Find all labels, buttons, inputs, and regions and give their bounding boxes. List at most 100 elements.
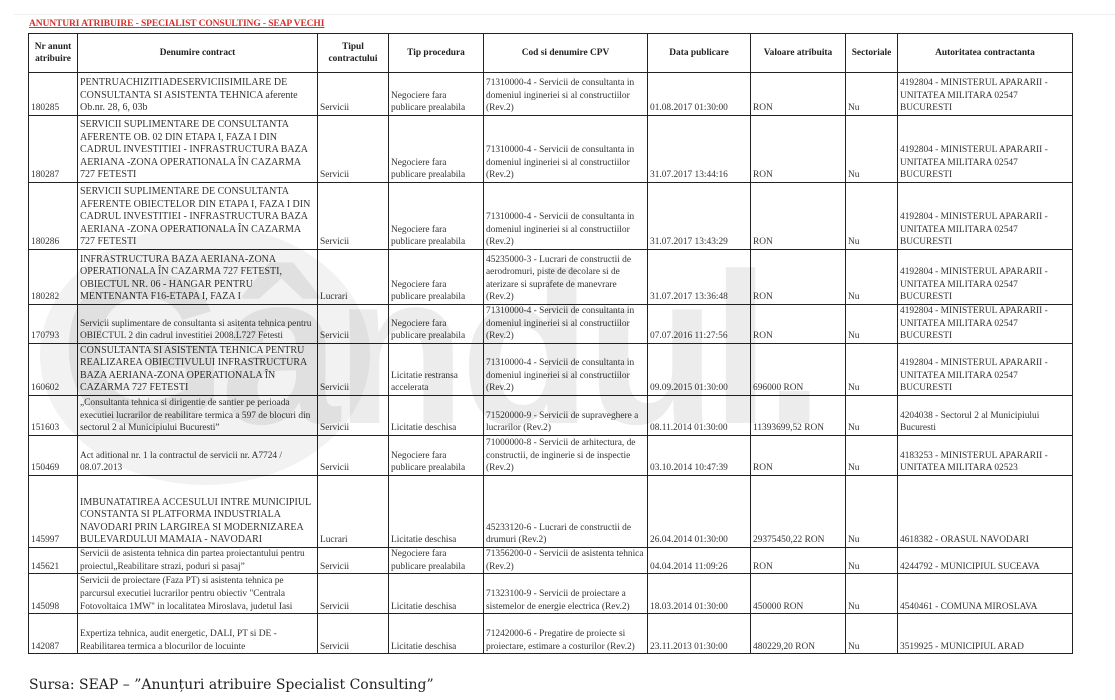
cell-cpv: 45235000-3 - Lucrari de constructii de a… xyxy=(483,249,648,305)
cell-procedura: Negociere fara publicare prealabila xyxy=(388,249,484,305)
cell-autoritate: 4618382 - ORASUL NAVODARI xyxy=(897,475,1073,548)
cell-valoare: 29375450,22 RON xyxy=(750,475,846,548)
cell-valoare: RON xyxy=(750,249,846,305)
cell-data: 09.09.2015 01:30:00 xyxy=(647,343,751,396)
cell-procedura: Negociere fara publicare prealabila xyxy=(388,546,484,575)
table-row: 180287 SERVICII SUPLIMENTARE DE CONSULTAN… xyxy=(28,115,1073,183)
cell-autoritate: 4192804 - MINISTERUL APARARII - UNITATEA… xyxy=(897,249,1073,305)
cell-denumire: SERVICII SUPLIMENTARE DE CONSULTANTA AFE… xyxy=(77,182,318,250)
cell-sectoriale: Nu xyxy=(845,249,898,305)
cell-sectoriale: Nu xyxy=(845,613,898,655)
cell-nr: 145997 xyxy=(28,475,78,548)
cell-procedura: Negociere fara publicare prealabila xyxy=(388,115,484,183)
cell-valoare: RON xyxy=(750,72,846,116)
table-row: 150469 Act aditional nr. 1 la contractul … xyxy=(28,435,1073,476)
cell-valoare: RON xyxy=(750,182,846,250)
cell-procedura: Licitatie deschisa xyxy=(388,573,484,615)
column-header: Tip procedura xyxy=(388,33,484,73)
cell-tip: Servicii xyxy=(317,573,389,615)
cell-nr: 180287 xyxy=(28,115,78,183)
cell-procedura: Licitatie deschisa xyxy=(388,613,484,655)
cell-tip: Servicii xyxy=(317,304,389,344)
cell-autoritate: 4183253 - MINISTERUL APARARII - UNITATEA… xyxy=(897,435,1073,476)
cell-denumire: „Consultanta tehnica si dirigentie de sa… xyxy=(77,395,318,436)
cell-valoare: 450000 RON xyxy=(750,573,846,615)
table-row: 145997 IMBUNATATIREA ACCESULUI INTRE MUNI… xyxy=(28,475,1073,548)
cell-denumire: Servicii suplimentare de consultanta si … xyxy=(77,304,318,344)
cell-nr: 151603 xyxy=(28,395,78,436)
cell-autoritate: 4192804 - MINISTERUL APARARII - UNITATEA… xyxy=(897,343,1073,396)
cell-nr: 180282 xyxy=(28,249,78,305)
cell-denumire: Act aditional nr. 1 la contractul de ser… xyxy=(77,435,318,476)
cell-data: 31.07.2017 13:36:48 xyxy=(647,249,751,305)
cell-denumire: Servicii de asistenta tehnica din partea… xyxy=(77,546,318,575)
cell-procedura: Negociere fara publicare prealabila xyxy=(388,182,484,250)
cell-valoare: RON xyxy=(750,546,846,575)
column-header: Tipul contractului xyxy=(317,33,389,73)
cell-valoare: 480229,20 RON xyxy=(750,613,846,655)
cell-cpv: 71323100-9 - Servicii de proiectare a si… xyxy=(483,573,648,615)
cell-cpv: 71310000-4 - Servicii de consultanta in … xyxy=(483,343,648,396)
cell-tip: Lucrari xyxy=(317,475,389,548)
divider xyxy=(14,14,1115,15)
cell-autoritate: 4192804 - MINISTERUL APARARII - UNITATEA… xyxy=(897,72,1073,116)
cell-nr: 170793 xyxy=(28,304,78,344)
cell-tip: Servicii xyxy=(317,435,389,476)
cell-cpv: 71520000-9 - Servicii de supraveghere a … xyxy=(483,395,648,436)
column-header: Denumire contract xyxy=(77,33,318,73)
cell-procedura: Negociere fara publicare prealabila xyxy=(388,304,484,344)
cell-valoare: 11393699,52 RON xyxy=(750,395,846,436)
cell-nr: 180286 xyxy=(28,182,78,250)
cell-data: 07.07.2016 11:27:56 xyxy=(647,304,751,344)
cell-nr: 142087 xyxy=(28,613,78,655)
cell-data: 08.11.2014 01:30:00 xyxy=(647,395,751,436)
table-row: 151603 „Consultanta tehnica si dirigentie… xyxy=(28,395,1073,436)
table-row: 142087 Expertiza tehnica, audit energetic… xyxy=(28,613,1073,655)
cell-sectoriale: Nu xyxy=(845,115,898,183)
cell-autoritate: 4244792 - MUNICIPIUL SUCEAVA xyxy=(897,546,1073,575)
cell-sectoriale: Nu xyxy=(845,435,898,476)
cell-nr: 145621 xyxy=(28,546,78,575)
cell-denumire: Expertiza tehnica, audit energetic, DALI… xyxy=(77,613,318,655)
cell-tip: Servicii xyxy=(317,613,389,655)
column-header: Sectoriale xyxy=(845,33,898,73)
table-title: ANUNTURI ATRIBUIRE - SPECIALIST CONSULTI… xyxy=(29,19,325,29)
cell-denumire: Servicii de proiectare (Faza PT) si asis… xyxy=(77,573,318,615)
cell-valoare: 696000 RON xyxy=(750,343,846,396)
cell-data: 31.07.2017 13:44:16 xyxy=(647,115,751,183)
cell-procedura: Licitatie deschisa xyxy=(388,395,484,436)
cell-procedura: Licitatie restransa accelerata xyxy=(388,343,484,396)
cell-denumire: CONSULTANTA SI ASISTENTA TEHNICA PENTRU … xyxy=(77,343,318,396)
cell-cpv: 71310000-4 - Servicii de consultanta in … xyxy=(483,304,648,344)
cell-tip: Servicii xyxy=(317,72,389,116)
cell-denumire: INFRASTRUCTURA BAZA AERIANA-ZONA OPERATI… xyxy=(77,249,318,305)
column-header: Autoritatea contractanta xyxy=(897,33,1073,73)
cell-data: 31.07.2017 13:43:29 xyxy=(647,182,751,250)
column-header: Valoare atribuita xyxy=(750,33,846,73)
cell-nr: 160602 xyxy=(28,343,78,396)
cell-cpv: 71242000-6 - Pregatire de proiecte si pr… xyxy=(483,613,648,655)
contracts-table: Nr anunt atribuire Denumire contract Tipul… xyxy=(28,33,1073,655)
cell-data: 03.10.2014 10:47:39 xyxy=(647,435,751,476)
cell-valoare: RON xyxy=(750,304,846,344)
cell-nr: 150469 xyxy=(28,435,78,476)
cell-autoritate: 4192804 - MINISTERUL APARARII - UNITATEA… xyxy=(897,115,1073,183)
cell-tip: Servicii xyxy=(317,343,389,396)
cell-cpv: 71310000-4 - Servicii de consultanta in … xyxy=(483,182,648,250)
cell-sectoriale: Nu xyxy=(845,72,898,116)
cell-cpv: 71000000-8 - Servicii de arhitectura, de… xyxy=(483,435,648,476)
cell-denumire: PENTRUACHIZITIADESERVICIISIMILARE DE CON… xyxy=(77,72,318,116)
cell-tip: Servicii xyxy=(317,546,389,575)
cell-cpv: 45233120-6 - Lucrari de constructii de d… xyxy=(483,475,648,548)
cell-cpv: 71310000-4 - Servicii de consultanta in … xyxy=(483,115,648,183)
cell-autoritate: 4540461 - COMUNA MIROSLAVA xyxy=(897,573,1073,615)
cell-data: 01.08.2017 01:30:00 xyxy=(647,72,751,116)
table-row: 180282 INFRASTRUCTURA BAZA AERIANA-ZONA O… xyxy=(28,249,1073,305)
cell-sectoriale: Nu xyxy=(845,395,898,436)
source-caption: Sursa: SEAP – ”Anunțuri atribuire Specia… xyxy=(29,677,434,693)
cell-cpv: 71310000-4 - Servicii de consultanta in … xyxy=(483,72,648,116)
column-header: Cod si denumire CPV xyxy=(483,33,648,73)
table-row: 145098 Servicii de proiectare (Faza PT) s… xyxy=(28,573,1073,615)
cell-denumire: SERVICII SUPLIMENTARE DE CONSULTANTA AFE… xyxy=(77,115,318,183)
cell-cpv: 71356200-0 - Servicii de asistenta tehni… xyxy=(483,546,648,575)
